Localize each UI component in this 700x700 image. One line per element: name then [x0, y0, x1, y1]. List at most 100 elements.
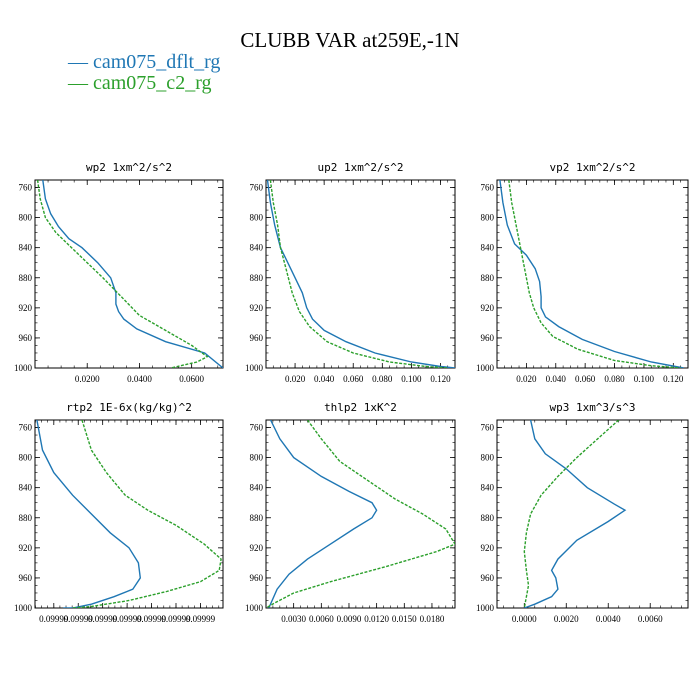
- y-tick-label: 1000: [476, 603, 495, 613]
- x-tick-label: 0.0400: [127, 374, 152, 384]
- x-tick-label: 0.0200: [75, 374, 100, 384]
- y-tick-label: 960: [481, 333, 495, 343]
- y-tick-label: 880: [250, 513, 264, 523]
- y-tick-label: 960: [19, 573, 33, 583]
- panel-title: thlp2 1xK^2: [324, 401, 397, 414]
- panel-title: up2 1xm^2/s^2: [317, 161, 403, 174]
- y-tick-label: 1000: [14, 363, 33, 373]
- y-tick-label: 880: [481, 273, 495, 283]
- x-tick-label: 0.0040: [596, 614, 621, 624]
- y-tick-label: 840: [19, 483, 33, 493]
- y-tick-label: 880: [19, 273, 33, 283]
- y-tick-label: 800: [19, 213, 33, 223]
- x-tick-label: 0.0090: [337, 614, 362, 624]
- x-tick-label: 0.09999: [186, 614, 216, 624]
- y-tick-label: 1000: [14, 603, 33, 613]
- panel-title: vp2 1xm^2/s^2: [549, 161, 635, 174]
- y-tick-label: 920: [250, 543, 264, 553]
- y-tick-label: 760: [481, 183, 495, 193]
- x-tick-label: 0.09999: [112, 614, 142, 624]
- x-tick-label: 0.0180: [420, 614, 445, 624]
- y-tick-label: 1000: [476, 363, 495, 373]
- y-tick-label: 760: [19, 183, 33, 193]
- series-dflt-line: [524, 420, 627, 608]
- series-c2-line: [523, 420, 620, 608]
- series-dflt-line: [268, 420, 378, 608]
- x-tick-label: 0.09999: [64, 614, 94, 624]
- x-tick-label: 0.040: [314, 374, 335, 384]
- panel-1: wp2 1xm^2/s^2 760 800 840 880 920 960 1000 0.020…: [14, 161, 224, 384]
- x-tick-label: 0.09999: [39, 614, 69, 624]
- x-tick-label: 0.100: [634, 374, 655, 384]
- page-title: CLUBB VAR at259E,-1N: [240, 28, 460, 52]
- y-tick-label: 760: [481, 423, 495, 433]
- series-dflt-line: [499, 180, 684, 368]
- x-tick-label: 0.09999: [161, 614, 191, 624]
- legend-entry-c2: — cam075_c2_rg: [68, 72, 212, 94]
- y-tick-label: 920: [250, 303, 264, 313]
- x-tick-label: 0.080: [604, 374, 625, 384]
- panel-2: up2 1xm^2/s^2 760 800 840 880 920 960 1000 0.020…: [245, 161, 456, 384]
- x-tick-label: 0.060: [343, 374, 364, 384]
- x-tick-label: 0.09999: [88, 614, 118, 624]
- x-tick-label: 0.100: [401, 374, 422, 384]
- series-dflt-line: [266, 180, 455, 368]
- x-tick-label: 0.0020: [554, 614, 579, 624]
- panel-frame: [34, 419, 224, 609]
- panel-3: vp2 1xm^2/s^2 760 800 840 880 920 960 1000 0.020…: [476, 161, 689, 384]
- y-tick-label: 880: [250, 273, 264, 283]
- y-tick-label: 1000: [245, 603, 264, 613]
- series-c2-line: [72, 420, 222, 608]
- series-c2-line: [269, 180, 448, 368]
- y-tick-label: 760: [250, 183, 264, 193]
- y-tick-label: 800: [250, 453, 264, 463]
- panel-frame: [496, 419, 689, 609]
- x-tick-label: 0.040: [546, 374, 567, 384]
- series-c2-line: [36, 180, 209, 368]
- y-tick-label: 920: [19, 543, 33, 553]
- x-tick-label: 0.09999: [137, 614, 167, 624]
- y-tick-label: 840: [250, 243, 264, 253]
- x-tick-label: 0.060: [575, 374, 596, 384]
- y-tick-label: 880: [481, 513, 495, 523]
- x-tick-label: 0.0150: [392, 614, 417, 624]
- y-tick-label: 800: [481, 213, 495, 223]
- y-tick-label: 840: [481, 243, 495, 253]
- series-dflt-line: [42, 180, 223, 368]
- panel-frame: [265, 419, 456, 609]
- x-tick-label: 0.0030: [281, 614, 306, 624]
- x-tick-label: 0.120: [663, 374, 684, 384]
- y-tick-label: 840: [481, 483, 495, 493]
- panel-frame: [265, 179, 456, 369]
- y-tick-label: 960: [250, 333, 264, 343]
- y-tick-label: 800: [250, 213, 264, 223]
- x-tick-label: 0.020: [285, 374, 306, 384]
- y-tick-label: 960: [250, 573, 264, 583]
- y-tick-label: 920: [481, 303, 495, 313]
- y-tick-label: 920: [19, 303, 33, 313]
- y-tick-label: 960: [481, 573, 495, 583]
- y-tick-label: 840: [250, 483, 264, 493]
- panel-4: rtp2 1E-6x(kg/kg)^2 760 800 840 880 920 960 100…: [14, 401, 224, 624]
- y-tick-label: 960: [19, 333, 33, 343]
- x-tick-label: 0.0060: [638, 614, 663, 624]
- panel-title: wp3 1xm^3/s^3: [549, 401, 635, 414]
- x-tick-label: 0.0000: [512, 614, 537, 624]
- y-tick-label: 880: [19, 513, 33, 523]
- x-tick-label: 0.020: [516, 374, 537, 384]
- y-tick-label: 1000: [245, 363, 264, 373]
- y-tick-label: 840: [19, 243, 33, 253]
- y-tick-label: 800: [19, 453, 33, 463]
- x-tick-label: 0.0600: [179, 374, 204, 384]
- y-tick-label: 920: [481, 543, 495, 553]
- panel-title: wp2 1xm^2/s^2: [86, 161, 172, 174]
- x-tick-label: 0.0060: [309, 614, 334, 624]
- x-tick-label: 0.080: [372, 374, 393, 384]
- series-c2-line: [508, 180, 681, 368]
- series-c2-line: [266, 420, 455, 608]
- y-tick-label: 760: [19, 423, 33, 433]
- x-tick-label: 0.120: [430, 374, 451, 384]
- series-dflt-line: [36, 420, 142, 608]
